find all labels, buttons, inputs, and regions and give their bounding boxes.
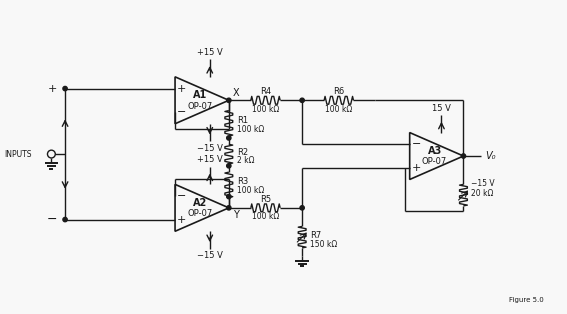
Text: −: − <box>46 213 57 226</box>
Circle shape <box>462 154 466 158</box>
Circle shape <box>63 217 67 222</box>
Circle shape <box>227 98 231 102</box>
Text: R3: R3 <box>236 177 248 187</box>
Text: INPUTS: INPUTS <box>5 149 32 159</box>
Text: R5: R5 <box>260 195 271 203</box>
Circle shape <box>227 164 231 168</box>
Text: −: − <box>177 191 187 201</box>
Text: A2: A2 <box>193 198 207 208</box>
Text: −15 V: −15 V <box>197 144 223 153</box>
Text: R6: R6 <box>333 87 344 96</box>
Text: +15 V: +15 V <box>197 48 223 57</box>
Text: A1: A1 <box>193 90 207 100</box>
Text: OP-07: OP-07 <box>187 209 213 218</box>
Text: −: − <box>412 139 421 149</box>
Text: R2: R2 <box>236 148 248 157</box>
Text: Figure 5.0: Figure 5.0 <box>509 297 544 303</box>
Text: 15 V: 15 V <box>432 104 451 113</box>
Text: X: X <box>232 89 239 99</box>
Text: −15 V: −15 V <box>197 251 223 260</box>
Text: +: + <box>412 163 421 173</box>
Circle shape <box>227 194 231 199</box>
Text: −15 V: −15 V <box>471 179 495 188</box>
Text: 20 kΩ: 20 kΩ <box>471 189 494 198</box>
Text: R1: R1 <box>236 116 248 125</box>
Text: V₀: V₀ <box>485 151 496 161</box>
Text: OP-07: OP-07 <box>187 102 213 111</box>
Text: 2 kΩ: 2 kΩ <box>236 156 254 165</box>
Text: 150 kΩ: 150 kΩ <box>310 240 337 248</box>
Circle shape <box>227 136 231 140</box>
Text: +15 V: +15 V <box>197 155 223 165</box>
Text: 100 kΩ: 100 kΩ <box>325 105 353 114</box>
Circle shape <box>300 98 304 102</box>
Text: OP-07: OP-07 <box>422 157 447 166</box>
Text: +: + <box>48 84 57 94</box>
Circle shape <box>63 86 67 91</box>
Circle shape <box>227 206 231 210</box>
Text: Y: Y <box>232 210 239 220</box>
Text: +: + <box>177 84 187 94</box>
Text: R4: R4 <box>260 87 271 96</box>
Text: −: − <box>177 107 187 117</box>
Text: +: + <box>177 214 187 225</box>
Text: 100 kΩ: 100 kΩ <box>252 105 279 114</box>
Text: A3: A3 <box>428 146 442 156</box>
Text: R7: R7 <box>310 231 321 240</box>
Text: 100 kΩ: 100 kΩ <box>236 186 264 195</box>
Text: 100 kΩ: 100 kΩ <box>236 125 264 134</box>
Text: 100 kΩ: 100 kΩ <box>252 212 279 221</box>
Circle shape <box>300 206 304 210</box>
